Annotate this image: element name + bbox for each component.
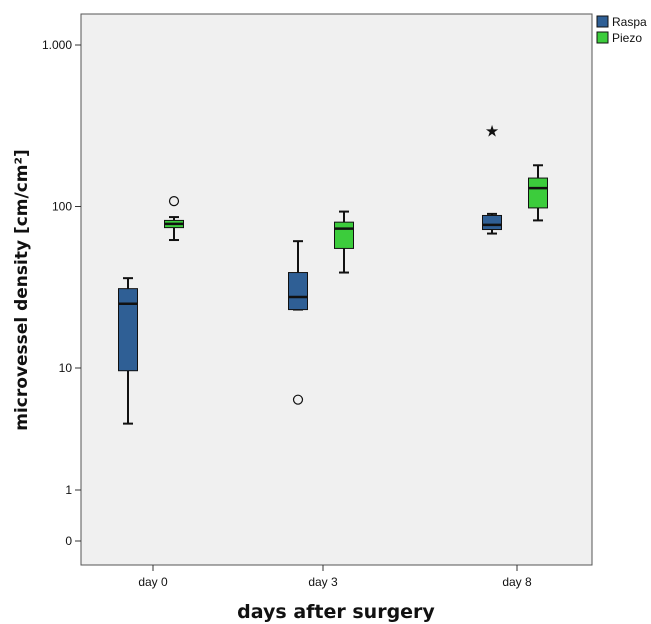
legend-label: Piezo — [612, 31, 642, 45]
y-tick-label: 100 — [52, 200, 72, 214]
x-tick-label: day 3 — [308, 575, 338, 589]
box-raspa-day-8: ★ — [482, 122, 502, 235]
y-tick-label: 10 — [59, 361, 73, 375]
legend-swatch — [596, 31, 609, 44]
box-iqr — [334, 221, 354, 249]
box-iqr — [118, 288, 138, 372]
box-piezo-day-8 — [528, 164, 548, 222]
box-iqr — [482, 214, 502, 231]
box-piezo-day-0 — [164, 196, 184, 242]
x-axis-title: days after surgery — [237, 601, 435, 623]
box-iqr — [288, 272, 308, 311]
legend-swatch — [596, 15, 609, 28]
x-tick-label: day 8 — [502, 575, 532, 589]
y-tick-label: 1.000 — [42, 38, 72, 52]
box-raspa-day-3 — [288, 240, 308, 405]
box-group: ★ — [118, 122, 548, 425]
x-axis: day 0 day 3 day 8 — [138, 565, 532, 589]
box-piezo-day-3 — [334, 210, 354, 274]
x-tick-label: day 0 — [138, 575, 168, 589]
box-raspa-day-0 — [118, 277, 138, 425]
legend: Raspa Piezo — [596, 15, 647, 45]
plot-area — [80, 13, 593, 566]
outlier-point — [168, 196, 180, 207]
y-tick-label: 1 — [65, 483, 72, 497]
legend-label: Raspa — [612, 15, 647, 29]
box-iqr — [528, 177, 548, 209]
extreme-point: ★ — [485, 122, 499, 141]
y-tick-label: 0 — [65, 534, 72, 548]
y-axis-title: microvessel density [cm/cm²] — [12, 149, 32, 430]
outlier-point — [292, 394, 304, 405]
